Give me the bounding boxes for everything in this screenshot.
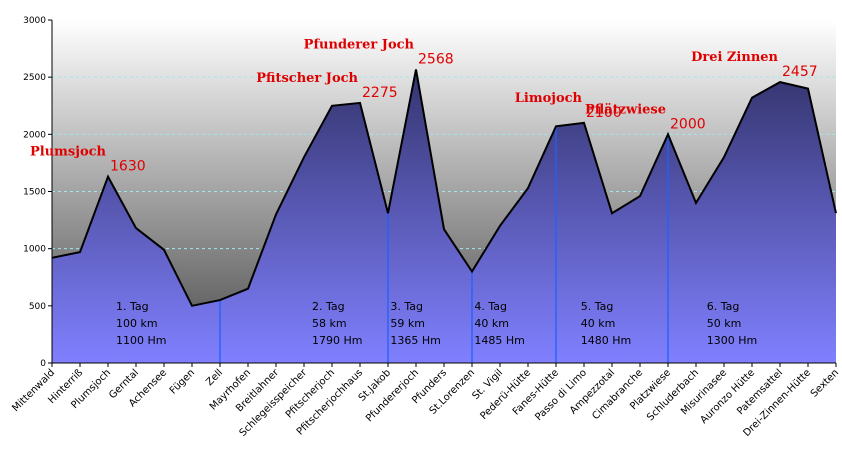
stage-day: 6. Tag: [707, 300, 740, 313]
stage-label: 5. Tag 40 km 1480 Hm: [581, 300, 631, 347]
peak-annotation: Pflätzwiese 2000: [585, 102, 706, 132]
stage-distance: 40 km: [474, 317, 509, 330]
stage-distance: 50 km: [707, 317, 742, 330]
elevation-line: [51, 69, 837, 307]
x-tick-label: Sexten: [809, 367, 841, 399]
peak-value: 2000: [670, 116, 706, 132]
peak-annotation: Drei Zinnen 2457: [691, 50, 818, 80]
peak-name: Plumsjoch: [30, 145, 107, 160]
stage-day: 2. Tag: [312, 300, 345, 313]
stage-label: 2. Tag 58 km 1790 Hm: [312, 300, 362, 347]
stage-climb: 1100 Hm: [116, 334, 166, 347]
x-axis-ticks: MittenwaldHinterrißPlumsjochGerntalAchen…: [10, 363, 841, 439]
stage-climb: 1790 Hm: [312, 334, 362, 347]
stage-day: 1. Tag: [116, 300, 149, 313]
stage-climb: 1485 Hm: [474, 334, 524, 347]
stage-day: 5. Tag: [581, 300, 614, 313]
stage-day: 3. Tag: [390, 300, 423, 313]
peak-value: 2100: [586, 105, 622, 121]
stage-labels: 1. Tag 100 km 1100 Hm 2. Tag 58 km 1790 Hm 3. …: [116, 300, 757, 347]
peak-value: 2275: [362, 85, 398, 101]
peak-value: 2457: [782, 64, 818, 80]
stage-climb: 1480 Hm: [581, 334, 631, 347]
y-tick-label: 3000: [23, 16, 46, 26]
y-tick-label: 1500: [23, 188, 46, 198]
stage-climb: 1300 Hm: [707, 334, 757, 347]
peak-value: 2568: [418, 51, 454, 67]
x-tick-label: Pfitscherjoch: [284, 367, 337, 420]
x-tick-label: Zell: [204, 367, 225, 388]
stage-distance: 58 km: [312, 317, 347, 330]
y-tick-label: 1000: [23, 245, 46, 255]
stage-label: 4. Tag 40 km 1485 Hm: [474, 300, 524, 347]
peak-name: Pflätzwiese: [585, 102, 666, 117]
stage-label: 1. Tag 100 km 1100 Hm: [116, 300, 166, 347]
stage-label: 3. Tag 59 km 1365 Hm: [390, 300, 440, 347]
peak-name: Drei Zinnen: [691, 50, 778, 65]
peak-annotation: Pfitscher Joch 2275: [256, 71, 397, 101]
x-tick-label: Mittenwald: [10, 367, 57, 414]
x-tick-label: Fügen: [168, 367, 197, 396]
y-tick-label: 2000: [23, 130, 46, 140]
peak-name: Pfunderer Joch: [304, 37, 415, 52]
y-tick-label: 2500: [23, 73, 46, 83]
y-tick-label: 500: [29, 302, 46, 312]
stage-day: 4. Tag: [474, 300, 507, 313]
peak-name: Limojoch: [515, 91, 583, 106]
stage-distance: 100 km: [116, 317, 158, 330]
y-axis-ticks: 0 500 1000 1500 2000 2500 3000: [23, 16, 52, 369]
stage-distance: 40 km: [581, 317, 616, 330]
stage-label: 6. Tag 50 km 1300 Hm: [707, 300, 757, 347]
y-tick-label: 0: [40, 359, 46, 369]
peak-name: Pfitscher Joch: [256, 71, 358, 86]
peak-value: 1630: [110, 159, 146, 175]
stage-climb: 1365 Hm: [390, 334, 440, 347]
stage-distance: 59 km: [390, 317, 425, 330]
stage-dividers: [219, 126, 669, 363]
